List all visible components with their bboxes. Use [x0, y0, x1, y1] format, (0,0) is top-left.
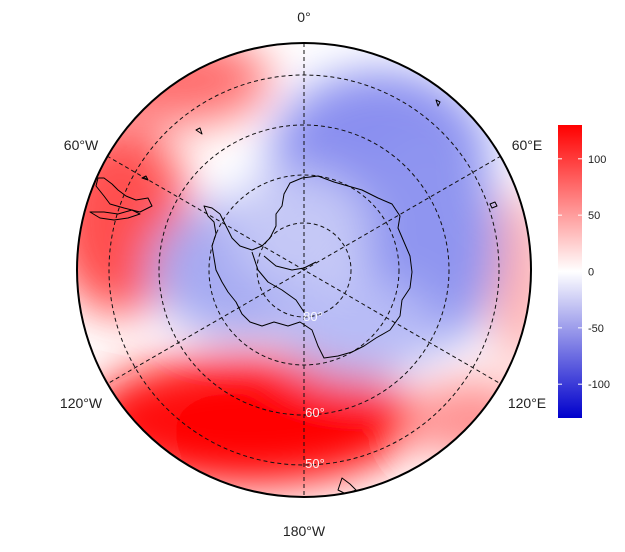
lon-label-120w: 120°W [60, 395, 103, 411]
kerguelen-island [489, 201, 498, 209]
colorbar-tick-label: -50 [588, 323, 604, 335]
meridian-60e-120w [106, 155, 502, 385]
antarctica-coastline [203, 175, 413, 359]
lat-label-80: 80° [303, 309, 323, 324]
lon-label-120e: 120°E [508, 395, 546, 411]
south-america-coastline [95, 177, 153, 213]
lon-label-60e: 60°E [512, 137, 543, 153]
lat-label-50: 50° [305, 456, 325, 471]
lon-label-0: 0° [297, 9, 310, 25]
graticule [106, 43, 502, 497]
island-small-3 [195, 127, 203, 135]
lon-label-180w: 180°W [283, 523, 326, 539]
lat-label-60: 60° [305, 405, 325, 420]
colorbar-tick-label: 100 [588, 154, 606, 166]
colorbar: 100 50 0 -50 -100 [558, 125, 610, 418]
weddell-shelf-edge [251, 251, 305, 313]
lon-label-60w: 60°W [64, 137, 99, 153]
ross-ice-shelf-edge [263, 255, 317, 271]
colorbar-tick-label: -100 [588, 379, 610, 391]
island-small-1 [435, 99, 441, 107]
island-small-2 [141, 175, 149, 181]
map-border [76, 42, 532, 498]
colorbar-tick-label: 50 [588, 210, 600, 222]
tierra-del-fuego [89, 209, 141, 221]
colorbar-ticks: 100 50 0 -50 -100 [558, 154, 610, 391]
colorbar-tick-label: 0 [588, 267, 594, 279]
anomaly-field [77, 43, 531, 497]
